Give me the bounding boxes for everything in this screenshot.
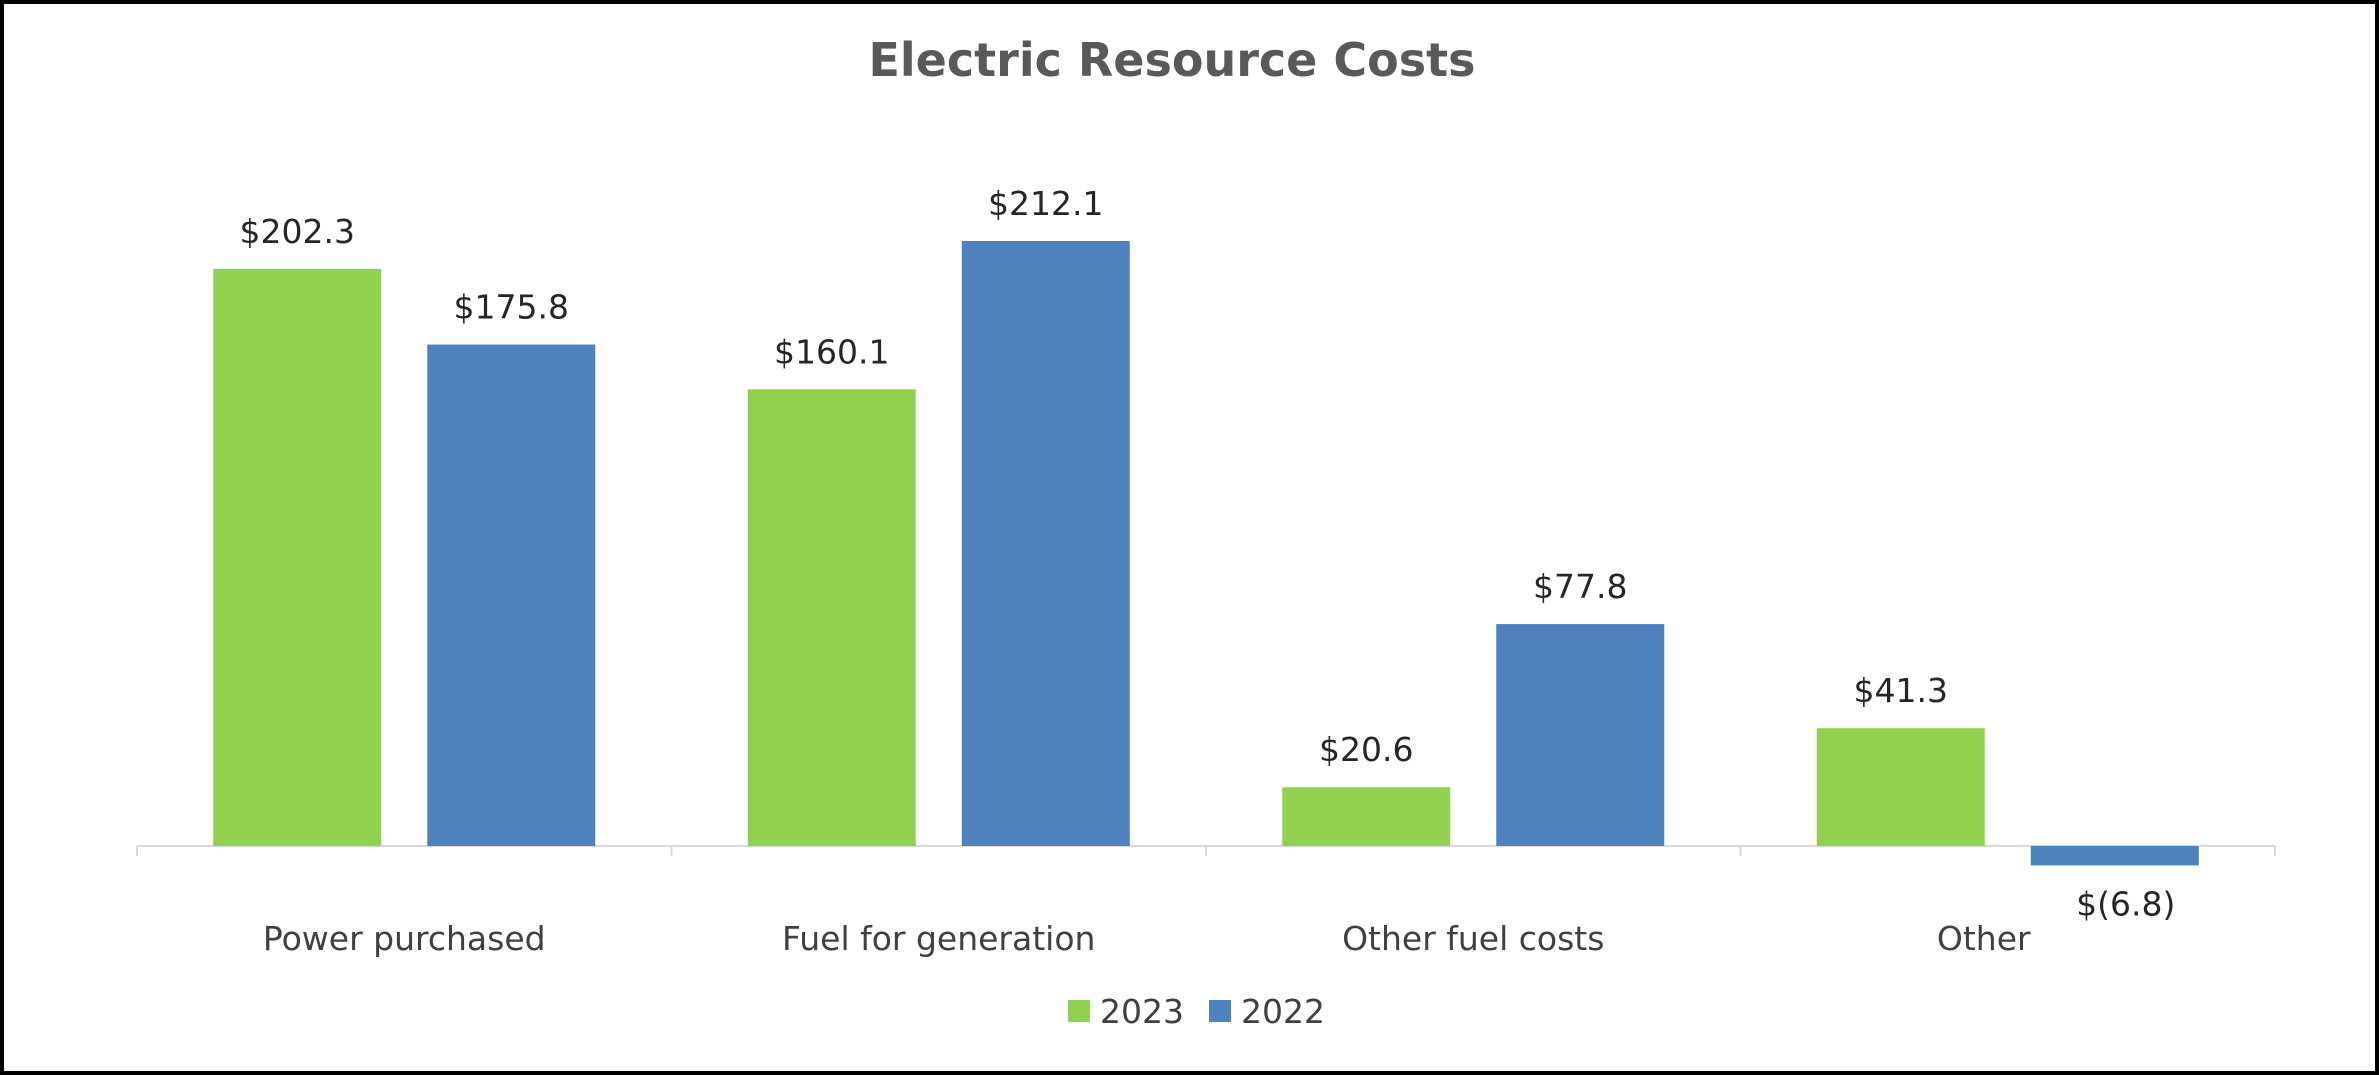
category-label: Power purchased (263, 919, 546, 958)
legend-swatch-2022 (1209, 1000, 1231, 1022)
legend-label-2022: 2022 (1241, 992, 1325, 1031)
bar-2023-3 (1816, 728, 1985, 846)
bar-2022-0 (427, 344, 596, 846)
bar-2023-1 (747, 389, 916, 846)
category-labels: Power purchased Fuel for generation Other … (263, 919, 2031, 958)
bar-2023-0 (213, 268, 382, 846)
data-label: $202.3 (240, 212, 355, 251)
data-label: $20.6 (1319, 730, 1413, 769)
data-label: $77.8 (1533, 567, 1627, 606)
data-label: $175.8 (454, 288, 569, 327)
bars-layer (213, 241, 2199, 866)
data-label: $160.1 (774, 332, 889, 371)
legend-swatch-2023 (1068, 1000, 1090, 1022)
chart-title: Electric Resource Costs (868, 33, 1475, 87)
data-label: $41.3 (1854, 671, 1948, 710)
bar-2022-2 (1496, 624, 1665, 846)
legend: 2023 2022 (1068, 992, 1325, 1031)
category-label: Other fuel costs (1342, 919, 1604, 958)
bar-chart: Electric Resource Costs $202.3 $175.8 $160… (136, 33, 2276, 1031)
bar-2022-3 (2030, 846, 2199, 866)
category-label: Other (1937, 919, 2031, 958)
bar-2022-1 (961, 241, 1130, 846)
labels-layer: $202.3 $175.8 $160.1 $212.1 $20.6 $77.8 $41.3 $… (240, 184, 2176, 923)
axis-layer (136, 845, 2276, 856)
legend-label-2023: 2023 (1100, 992, 1184, 1031)
category-label: Fuel for generation (782, 919, 1095, 958)
bar-2023-2 (1282, 787, 1451, 846)
data-label: $(6.8) (2076, 884, 2175, 923)
data-label: $212.1 (988, 184, 1103, 223)
